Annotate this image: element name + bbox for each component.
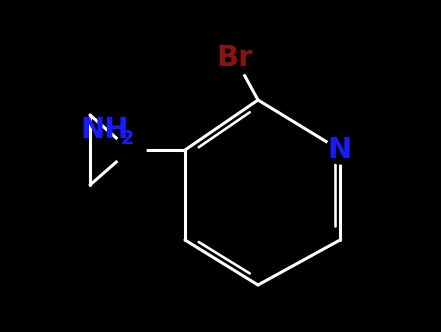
Circle shape <box>217 40 253 76</box>
Text: NH: NH <box>81 116 129 144</box>
Text: 2: 2 <box>120 128 134 147</box>
Circle shape <box>326 136 354 164</box>
Text: N: N <box>328 136 352 164</box>
Text: Br: Br <box>217 44 253 72</box>
Circle shape <box>114 134 146 166</box>
